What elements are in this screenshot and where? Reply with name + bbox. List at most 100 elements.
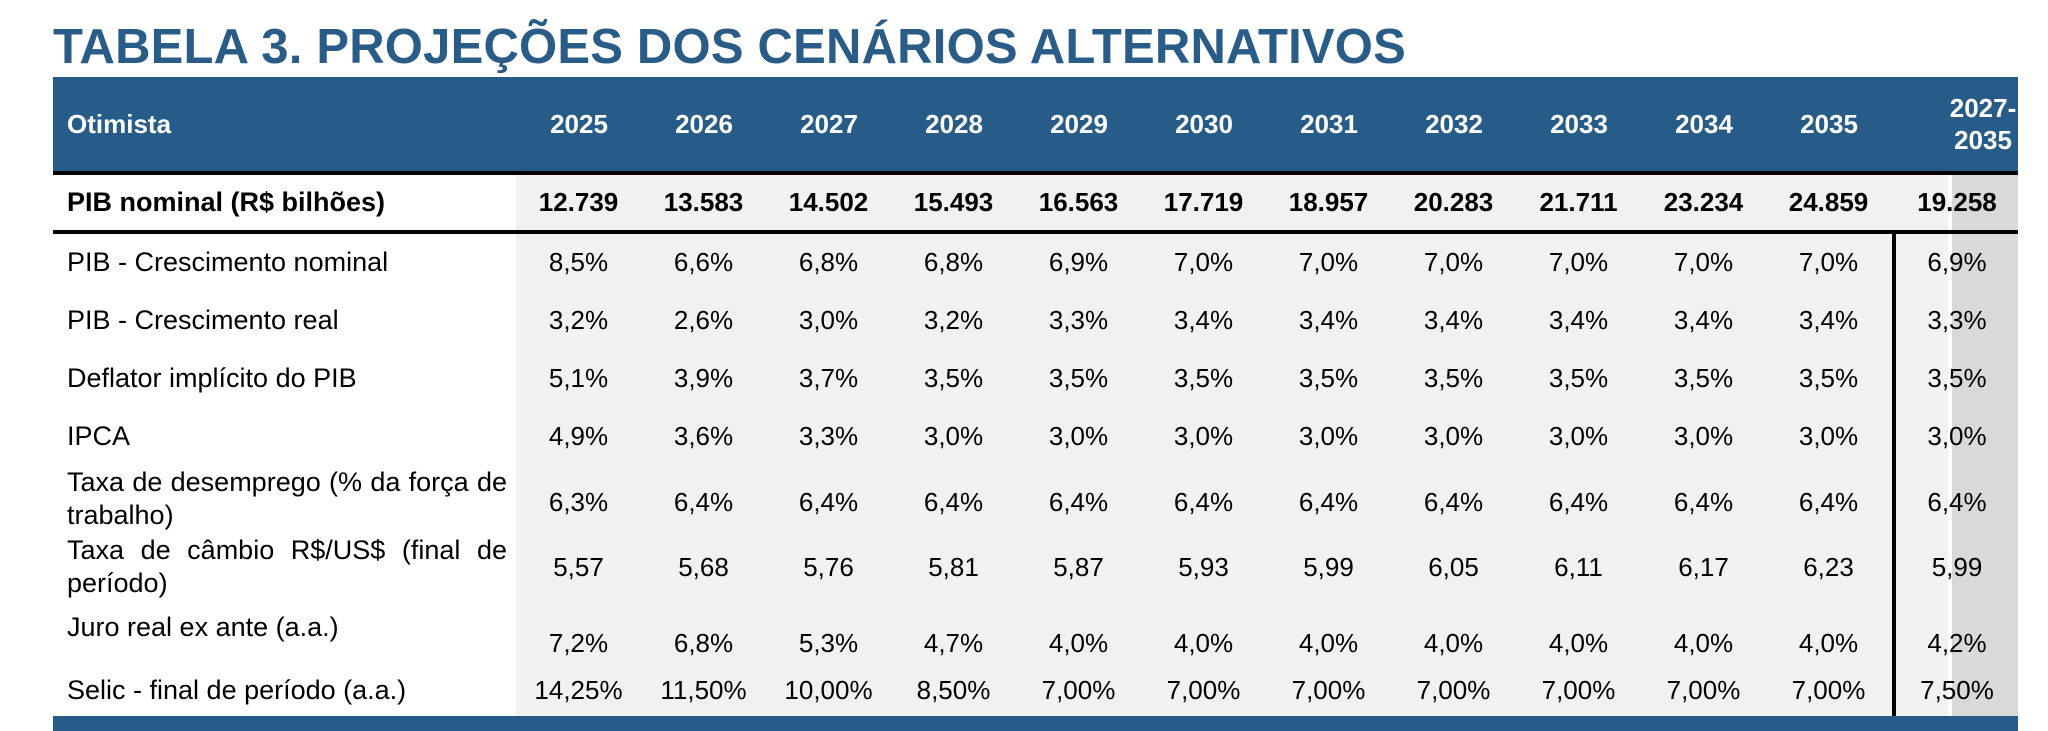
row-value: 18.957 xyxy=(1288,187,1369,217)
row-value: 7,0% xyxy=(1173,247,1234,277)
row-value: 10,00% xyxy=(784,674,873,705)
row-value: 6,11 xyxy=(1554,551,1603,582)
row-value: 6,8% xyxy=(673,627,734,658)
row-value: 3,0% xyxy=(1298,420,1359,451)
total-header-line2: 2035 xyxy=(1954,125,2012,155)
row-value: 3,9% xyxy=(673,362,734,393)
row-value: 4,9% xyxy=(548,420,609,451)
row-total: 6,4% xyxy=(1927,486,1987,517)
row-value: 3,4% xyxy=(1673,304,1734,335)
row-value: 11,50% xyxy=(660,674,747,705)
row-value: 4,0% xyxy=(1548,627,1609,658)
row-value: 20.283 xyxy=(1413,187,1494,217)
year-header: 2027 xyxy=(800,108,858,139)
row-value: 6,4% xyxy=(1423,486,1484,517)
row-value: 4,0% xyxy=(1173,627,1234,658)
table-title: TABELA 3. PROJEÇÕES DOS CENÁRIOS ALTERNA… xyxy=(53,20,1407,74)
row-value: 3,0% xyxy=(1798,420,1859,451)
row-value: 5,1% xyxy=(548,362,609,393)
row-total: 4,2% xyxy=(1927,627,1987,658)
row-value: 3,5% xyxy=(1173,362,1234,393)
row-value: 3,3% xyxy=(1048,304,1109,335)
row-value: 24.859 xyxy=(1788,187,1869,217)
scenario-label: Otimista xyxy=(67,108,172,139)
row-value: 3,4% xyxy=(1173,304,1234,335)
row-label: PIB nominal (R$ bilhões) xyxy=(67,187,386,217)
row-value: 3,0% xyxy=(923,420,984,451)
row-value: 6,4% xyxy=(1798,486,1859,517)
row-value: 6,8% xyxy=(923,247,984,277)
row-value: 4,0% xyxy=(1673,627,1734,658)
row-value: 3,4% xyxy=(1798,304,1859,335)
row-label: Taxa de câmbio R$/US$ (final de período) xyxy=(67,535,507,598)
projection-table: Otimista 2025 2026 2027 2028 2029 2030 2… xyxy=(53,77,2018,731)
row-value: 7,0% xyxy=(1798,247,1859,277)
row-value: 3,3% xyxy=(798,420,859,451)
row-value: 6,4% xyxy=(1548,486,1609,517)
row-label: PIB - Crescimento nominal xyxy=(67,247,389,277)
row-value: 4,0% xyxy=(1048,627,1109,658)
row-value: 3,0% xyxy=(798,304,859,335)
row-value: 3,5% xyxy=(1048,362,1109,393)
table-header: Otimista 2025 2026 2027 2028 2029 2030 2… xyxy=(53,77,2018,171)
year-header: 2026 xyxy=(675,108,733,139)
row-value: 7,00% xyxy=(1291,674,1366,705)
year-header: 2035 xyxy=(1800,108,1858,139)
row-value: 6,6% xyxy=(673,247,734,277)
table-footer-bar xyxy=(53,716,2018,731)
header-bottom-rule xyxy=(53,171,2018,175)
row-value: 6,4% xyxy=(1173,486,1234,517)
row-label: Juro real ex ante (a.a.) xyxy=(67,611,339,642)
row-value: 5,99 xyxy=(1303,551,1354,582)
row-value: 3,0% xyxy=(1048,420,1109,451)
row-value: 3,5% xyxy=(923,362,984,393)
row-label: Taxa de desemprego (% da força de trabal… xyxy=(67,467,507,530)
row-value: 7,00% xyxy=(1166,674,1241,705)
row-value: 5,87 xyxy=(1053,551,1104,582)
row-label: IPCA xyxy=(67,420,131,451)
row-value: 7,00% xyxy=(1541,674,1616,705)
row-total: 3,3% xyxy=(1927,304,1987,335)
row-value: 7,0% xyxy=(1548,247,1609,277)
row-label: Deflator implícito do PIB xyxy=(67,362,357,393)
year-header: 2029 xyxy=(1050,108,1108,139)
row-total: 3,5% xyxy=(1927,362,1987,393)
row-value: 3,4% xyxy=(1548,304,1609,335)
row-value: 4,7% xyxy=(923,627,984,658)
row-total: 5,99 xyxy=(1931,551,1983,582)
row-label: Selic - final de período (a.a.) xyxy=(67,674,407,705)
total-column-shading xyxy=(1952,171,2018,716)
year-header: 2034 xyxy=(1675,108,1733,139)
row-value: 6,05 xyxy=(1428,551,1479,582)
year-header: 2028 xyxy=(925,108,983,139)
row-value: 3,4% xyxy=(1423,304,1484,335)
row-value: 14.502 xyxy=(788,187,869,217)
row-value: 5,81 xyxy=(928,551,979,582)
row-value: 7,00% xyxy=(1416,674,1491,705)
row-value: 6,4% xyxy=(798,486,859,517)
row-value: 5,3% xyxy=(798,627,859,658)
row-value: 5,93 xyxy=(1178,551,1229,582)
row-value: 3,0% xyxy=(1548,420,1609,451)
row-value: 6,4% xyxy=(1298,486,1359,517)
row-value: 4,0% xyxy=(1798,627,1859,658)
row-value: 5,76 xyxy=(803,551,854,582)
year-header: 2031 xyxy=(1300,108,1358,139)
pib-row-bottom-rule xyxy=(53,230,2018,234)
row-value: 2,6% xyxy=(673,304,734,335)
row-value: 6,9% xyxy=(1048,247,1109,277)
year-header: 2025 xyxy=(550,108,608,139)
row-value: 16.563 xyxy=(1038,187,1119,217)
total-header-line1: 2027- xyxy=(1949,93,2017,123)
row-total: 7,50% xyxy=(1920,674,1994,705)
row-value: 7,0% xyxy=(1423,247,1484,277)
year-header: 2032 xyxy=(1425,108,1483,139)
row-value: 6,4% xyxy=(673,486,734,517)
year-header: 2033 xyxy=(1550,108,1608,139)
row-value: 7,00% xyxy=(1791,674,1866,705)
row-value: 3,6% xyxy=(673,420,734,451)
row-value: 3,0% xyxy=(1423,420,1484,451)
row-value: 5,68 xyxy=(678,551,729,582)
row-value: 7,00% xyxy=(1666,674,1741,705)
row-value: 3,2% xyxy=(548,304,609,335)
